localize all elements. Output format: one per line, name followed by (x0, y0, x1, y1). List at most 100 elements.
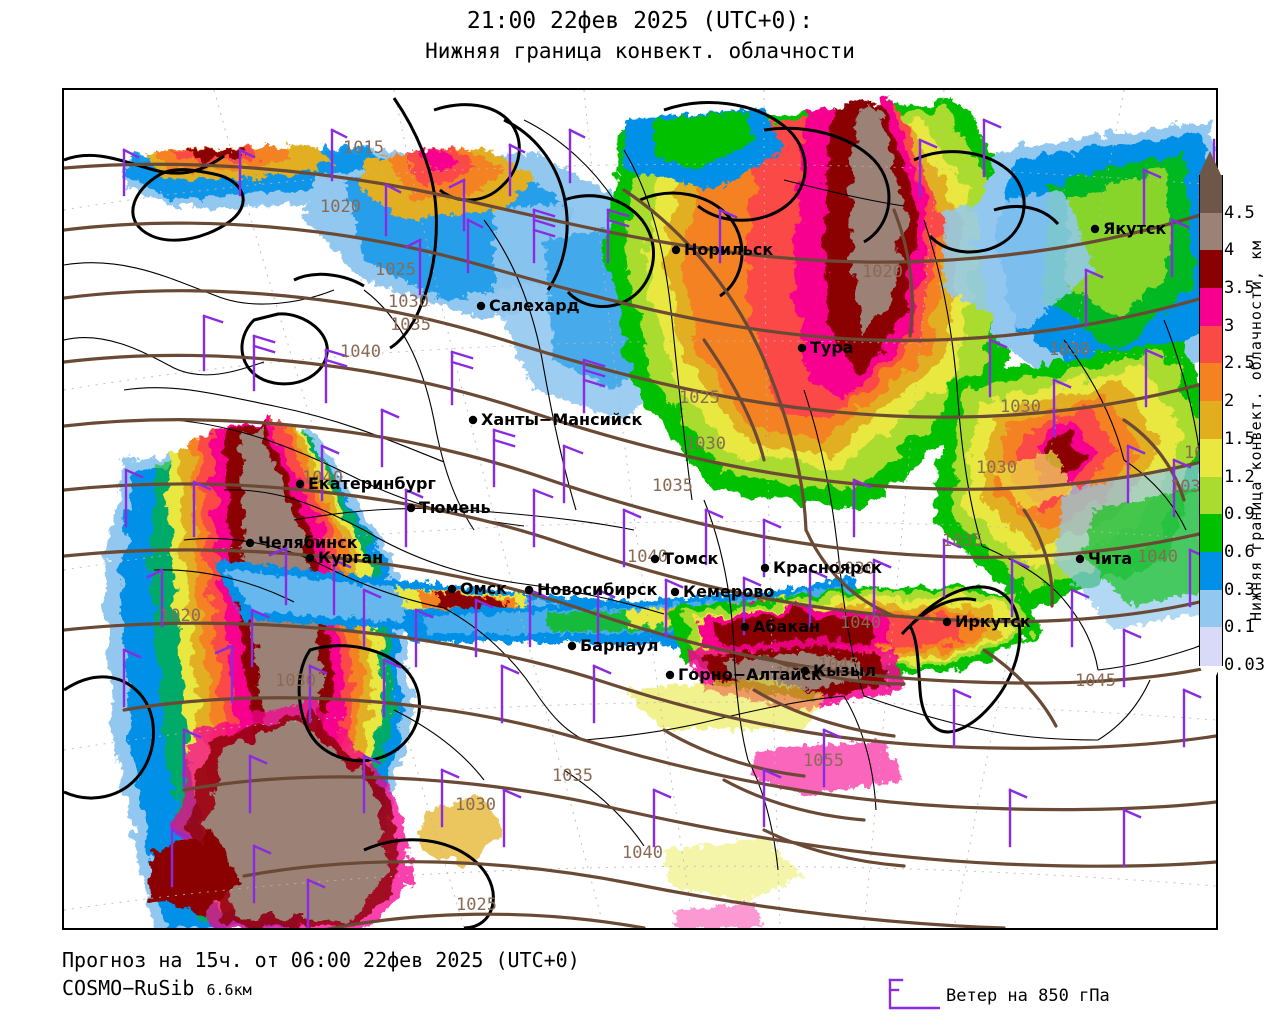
colorbar-segment (1199, 325, 1223, 365)
colorbar-tick: 1.5 (1224, 428, 1255, 449)
city-label: Челябинск (258, 533, 358, 552)
isobar-label: 1030 (1000, 397, 1041, 417)
city-markers: Норильск Тура Салехард Якутск Ханты−Мансийск… (245, 219, 1166, 684)
colorbar-tick: 3 (1224, 315, 1235, 336)
city-label: Кемерово (683, 582, 774, 601)
city-label: Красноярск (773, 558, 882, 577)
page-title: 21:00 22фев 2025 (UTC+0): Нижняя граница… (0, 6, 1280, 66)
isobar-label: 1040 (627, 547, 668, 567)
city-label: Иркутск (955, 612, 1031, 631)
title-line-datetime: 21:00 22фев 2025 (UTC+0): (466, 8, 814, 34)
colorbar-tick: 2 (1224, 391, 1235, 412)
city-label: Курган (318, 548, 383, 567)
wind-legend-text: Ветер на 850 гПа (946, 986, 1110, 1006)
isobar-label: 1030 (834, 559, 875, 579)
colorbar-segment (1199, 288, 1223, 327)
city-dot (476, 301, 486, 311)
colorbar-tick: 3.5 (1224, 278, 1255, 299)
footer-left: Прогноз на 15ч. от 06:00 22фев 2025 (UTC… (62, 946, 580, 1004)
title-line-variable: Нижняя граница конвект. облачности (425, 39, 855, 63)
isobar-label: 1040 (622, 843, 663, 863)
city-label: Барнаул (580, 636, 658, 655)
city-dot (524, 585, 534, 595)
city-label: Якутск (1103, 219, 1166, 238)
colorbar-segment (1199, 175, 1223, 214)
isobar-label: 1030 (388, 292, 429, 312)
graticule-lines (64, 90, 1216, 928)
city-dot (942, 617, 952, 627)
city-label: Екатеринбург (308, 474, 436, 493)
isobar-label: 1040 (840, 613, 881, 633)
model-name: COSMO−RuSib (62, 976, 207, 1000)
colorbar-segment (1199, 401, 1223, 440)
colorbar-tick: 0.1 (1224, 617, 1255, 638)
colorbar-tick: 2.5 (1224, 353, 1255, 374)
colorbar-tick: 0.9 (1224, 504, 1255, 525)
city-dot (305, 553, 315, 563)
isobar-label: 1020 (320, 197, 361, 217)
city-label: Абакан (753, 617, 820, 636)
isobar-label: 1040 (340, 342, 381, 362)
city-dot (797, 343, 807, 353)
isobar-label: 1030 (455, 795, 496, 815)
city-dot (406, 503, 416, 513)
model-info: COSMO−RuSib 6.6км (62, 974, 580, 1004)
isobar-label: 1025 (679, 388, 720, 408)
city-dot (295, 479, 305, 489)
colorbar-segment (1199, 514, 1223, 553)
colorbar-tick: 0.3 (1224, 579, 1255, 600)
cloudbase-field-region-taimyr-patch (624, 108, 784, 190)
colorbar-tick: 4 (1224, 240, 1235, 261)
colorbar-segment (1199, 476, 1223, 515)
city-dot (670, 587, 680, 597)
colorbar-tick: 4.5 (1224, 202, 1255, 223)
city-dot (665, 670, 675, 680)
city-label: Тура (810, 338, 854, 357)
city-dot (245, 538, 255, 548)
isobar-label: 1030 (275, 671, 316, 691)
colorbar-tick: 0.03 (1224, 655, 1265, 675)
colorbar-segment (1199, 212, 1223, 251)
weather-map-canvas[interactable]: 1015 1020 1025 1030 1035 1040 1020 1025 1030 1035… (64, 90, 1216, 928)
isobar-label: 1020 (160, 606, 201, 626)
city-dot (650, 554, 660, 564)
colorbar-tick: 1.2 (1224, 466, 1255, 487)
isobar-contours (64, 162, 1216, 928)
city-dot (671, 245, 681, 255)
isobar-label: 1025 (375, 260, 416, 280)
cloudbase-field-region-yamal (304, 148, 624, 320)
colorbar[interactable] (1199, 151, 1223, 689)
colorbar-top-arrow (1199, 151, 1221, 175)
city-dot (740, 622, 750, 632)
colorbar-segment (1199, 250, 1223, 289)
city-label: Ханты−Мансийск (481, 410, 643, 429)
city-label: Салехард (489, 296, 580, 315)
model-resolution: 6.6км (206, 981, 252, 999)
city-dot (800, 666, 810, 676)
isobar-label: 1045 (1075, 671, 1116, 691)
forecast-info: Прогноз на 15ч. от 06:00 22фев 2025 (UTC… (62, 948, 580, 972)
weather-map-panel[interactable]: 1015 1020 1025 1030 1035 1040 1020 1025 1030 1035… (62, 88, 1218, 930)
colorbar-tick: 0.6 (1224, 541, 1255, 562)
isobar-label: 1040 (1137, 547, 1178, 567)
colorbar-segment (1199, 589, 1223, 628)
colorbar-tick-labels: 4.5 4 3.5 3 2.5 2 1.5 1.2 0.9 0.6 0.3 0.1 0.03 (1224, 175, 1280, 675)
isobar-label: 1030 (976, 458, 1017, 478)
isobar-label: 1045 (818, 655, 859, 675)
city-label: Горно−Алтайск (678, 665, 822, 684)
colorbar-segment (1199, 438, 1223, 478)
city-label: Омск (460, 579, 507, 598)
cloudbase-field-region-mongolia-scatter (664, 450, 1074, 928)
colorbar-segment (1199, 627, 1223, 666)
colorbar-segment (1199, 551, 1223, 591)
coastlines (64, 97, 1060, 928)
isobar-label: 1030 (1049, 340, 1090, 360)
wind-legend-barb-icon (888, 978, 940, 1010)
city-dot (1090, 224, 1100, 234)
city-label: Новосибирск (537, 580, 658, 599)
isobar-label: 1035 (942, 531, 983, 551)
city-dot (760, 563, 770, 573)
isobar-label: 1055 (803, 751, 844, 771)
cloudbase-field-region-tuva-scatter (624, 638, 904, 796)
isobar-label: 1030 (685, 434, 726, 454)
